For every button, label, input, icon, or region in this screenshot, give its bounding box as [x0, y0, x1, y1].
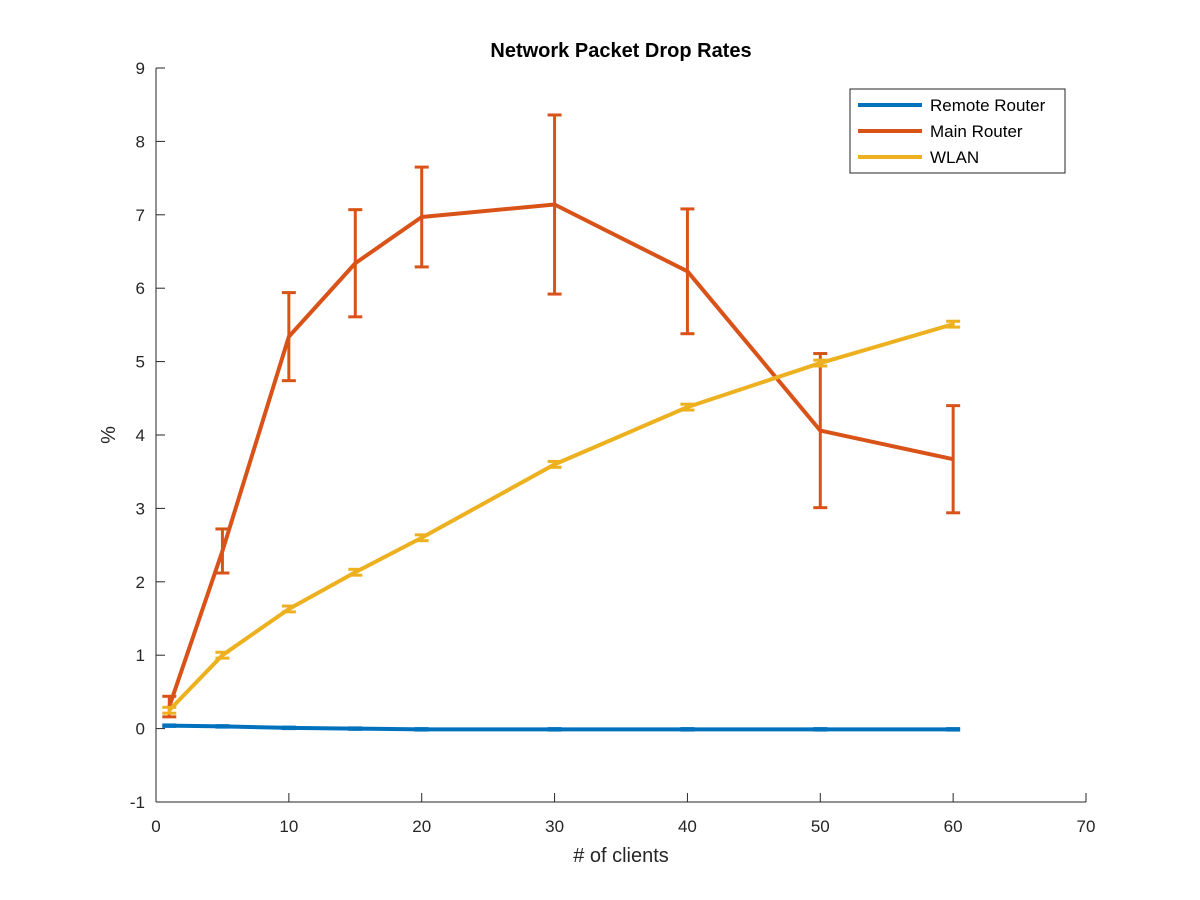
y-tick-label: 8 — [136, 132, 145, 151]
error-bar — [547, 727, 562, 732]
x-tick-label: 60 — [944, 817, 963, 836]
y-tick-label: 4 — [136, 426, 145, 445]
chart-title: Network Packet Drop Rates — [490, 40, 751, 62]
error-bar — [547, 113, 562, 296]
x-tick-label: 30 — [545, 817, 564, 836]
error-bar — [281, 291, 296, 383]
y-tick-label: 2 — [136, 573, 145, 592]
error-bar — [215, 527, 230, 575]
x-tick-label: 50 — [811, 817, 830, 836]
error-bar — [414, 165, 429, 269]
error-bar — [946, 404, 961, 515]
series-1 — [162, 723, 961, 732]
y-tick-label: 0 — [136, 720, 145, 739]
error-bar — [680, 207, 695, 336]
y-tick-label: 1 — [136, 646, 145, 665]
legend: Remote Router Main Router WLAN — [849, 88, 1066, 174]
y-tick-label: 9 — [136, 59, 145, 78]
error-bar — [414, 727, 429, 732]
error-bar — [946, 727, 961, 732]
y-tick-label: 3 — [136, 499, 145, 518]
x-tick-label: 20 — [412, 817, 431, 836]
error-bar — [215, 650, 230, 660]
error-bar — [680, 402, 695, 412]
y-tick-label: 6 — [136, 279, 145, 298]
axes-layer: 0 10 20 30 40 50 60 70 -1 0 1 2 3 4 5 6 7 8 9 — [130, 59, 1096, 836]
error-bar — [813, 727, 828, 732]
y-axis-title: % — [98, 426, 120, 444]
legend-label-1: Remote Router — [930, 96, 1046, 115]
x-tick-label: 0 — [151, 817, 160, 836]
x-tick-label: 10 — [279, 817, 298, 836]
error-bar — [215, 724, 230, 729]
legend-label-3: WLAN — [930, 148, 979, 167]
y-tick-label: 7 — [136, 206, 145, 225]
y-tick-label: 5 — [136, 353, 145, 372]
error-bar — [813, 358, 828, 368]
error-bar — [348, 567, 363, 577]
error-bar — [946, 319, 961, 329]
y-tick-label: -1 — [130, 793, 145, 812]
error-bar — [348, 208, 363, 319]
error-bar — [162, 723, 177, 728]
x-tick-label: 70 — [1077, 817, 1096, 836]
error-bar — [162, 705, 177, 715]
error-bar — [414, 533, 429, 543]
x-tick-label: 40 — [678, 817, 697, 836]
series-layer — [162, 113, 961, 732]
error-bar — [680, 727, 695, 732]
x-axis-title: # of clients — [573, 845, 669, 867]
series-3 — [162, 319, 961, 715]
legend-label-2: Main Router — [930, 122, 1023, 141]
error-bar — [281, 604, 296, 614]
error-bar — [547, 459, 562, 469]
error-bar — [281, 725, 296, 731]
error-bar — [813, 352, 828, 510]
error-bar — [348, 726, 363, 731]
